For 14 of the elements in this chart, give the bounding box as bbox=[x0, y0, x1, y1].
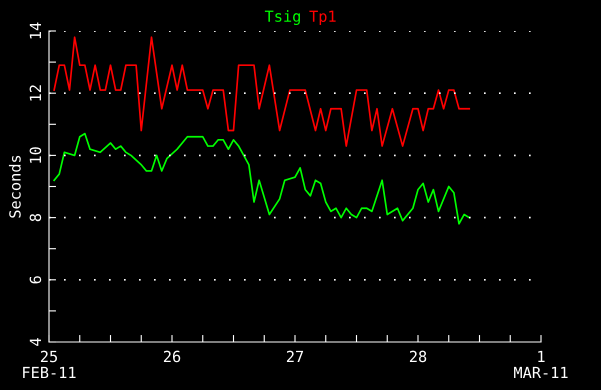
x-tick-label: 25 FEB-11 bbox=[23, 350, 76, 378]
x-tick-label: 26 bbox=[164, 350, 180, 362]
y-tick-label: 6 bbox=[30, 276, 42, 284]
x-tick-label: 27 bbox=[286, 350, 304, 362]
y-tick-label: 8 bbox=[30, 214, 42, 222]
y-tick-label: 10 bbox=[30, 147, 42, 163]
text: Tsig bbox=[264, 10, 300, 25]
x-tick-label: 28 bbox=[410, 350, 426, 362]
y-tick-label: 12 bbox=[30, 85, 41, 101]
y-tick-label: 14 bbox=[30, 22, 41, 38]
x-tick-label: 1 MAR-11 bbox=[514, 350, 568, 378]
y-axis-title: Seconds bbox=[8, 156, 21, 218]
y-tick-label: 4 bbox=[30, 338, 41, 346]
text: Tp1 bbox=[309, 10, 336, 25]
